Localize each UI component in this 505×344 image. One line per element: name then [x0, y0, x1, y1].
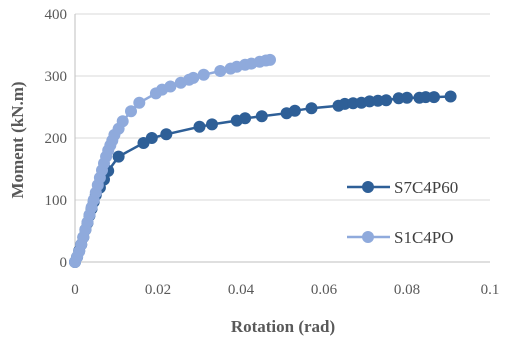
data-point	[160, 128, 173, 141]
data-point	[193, 120, 206, 133]
x-tick-label: 0.06	[311, 282, 338, 298]
legend-marker	[362, 231, 374, 243]
data-point	[288, 104, 301, 117]
data-point	[419, 91, 432, 104]
data-point	[116, 115, 129, 128]
data-point	[197, 68, 210, 81]
axes	[74, 14, 490, 263]
legend-entry: S7C4P60	[347, 178, 458, 197]
data-point	[401, 91, 413, 104]
data-point	[255, 110, 268, 123]
y-tick-label: 200	[45, 131, 68, 147]
data-point	[239, 112, 252, 125]
data-point	[214, 65, 227, 77]
x-tick-label: 0.02	[145, 282, 171, 298]
x-axis-title: Rotation (rad)	[231, 317, 335, 336]
x-tick-label: 0.1	[481, 282, 500, 298]
y-tick-label: 300	[45, 69, 68, 85]
y-axis-title: Moment (kN.m)	[8, 81, 27, 198]
x-tick-label: 0	[71, 282, 79, 298]
data-point	[125, 105, 137, 118]
x-tick-label: 0.08	[394, 282, 420, 298]
y-tick-label: 400	[45, 7, 68, 23]
data-point	[145, 132, 158, 144]
data-point	[112, 150, 125, 163]
data-point	[133, 96, 146, 109]
legend-marker	[362, 181, 374, 193]
data-point	[164, 80, 177, 93]
data-point	[305, 102, 318, 115]
x-tick-label: 0.04	[228, 282, 255, 298]
data-point	[428, 91, 440, 104]
y-tick-label: 100	[45, 193, 68, 209]
y-tick-label: 0	[60, 255, 68, 271]
data-point	[444, 90, 457, 103]
legend: S7C4P60 S1C4PO	[347, 178, 458, 247]
series-layer	[69, 53, 457, 268]
legend-label: S1C4PO	[394, 228, 454, 247]
data-point	[380, 94, 393, 107]
legend-entry: S1C4PO	[347, 228, 454, 247]
data-point	[264, 53, 276, 66]
legend-label: S7C4P60	[394, 178, 458, 197]
data-point	[206, 118, 218, 131]
data-point	[187, 71, 200, 84]
series-S1C4PO	[69, 53, 276, 268]
tick-labels: 0 100 200 300 400 0 0.02 0.04 0.06 0.08 0.1	[45, 7, 500, 298]
